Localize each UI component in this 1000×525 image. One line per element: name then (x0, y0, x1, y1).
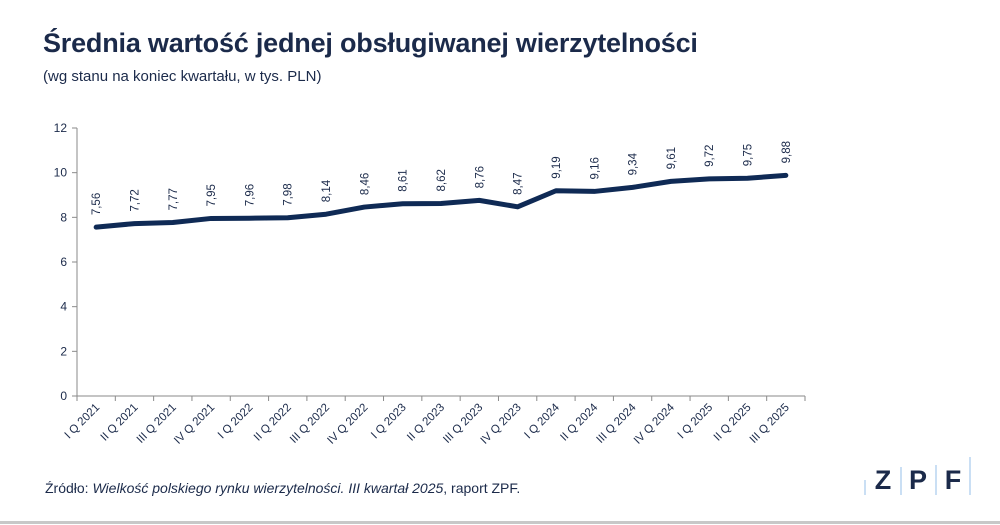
data-label: 8,76 (474, 166, 486, 188)
x-tick-label: I Q 2023 (369, 402, 409, 442)
svg-text:Z: Z (875, 465, 892, 495)
data-label: 8,14 (321, 179, 333, 202)
data-label: 9,88 (781, 141, 793, 163)
source-note: Źródło: Wielkość polskiego rynku wierzyt… (45, 480, 520, 496)
data-label: 9,61 (666, 147, 678, 169)
y-tick-label: 2 (60, 344, 67, 358)
data-label: 7,72 (129, 189, 141, 211)
zpf-logo: Z P F (864, 457, 971, 495)
x-tick-label: I Q 2022 (216, 402, 256, 442)
data-label: 9,16 (589, 157, 601, 179)
x-tick-label: IV Q 2023 (479, 402, 524, 447)
data-label: 7,77 (168, 188, 180, 210)
y-tick-label: 10 (54, 166, 68, 180)
y-tick-label: 0 (60, 389, 67, 403)
data-label: 8,62 (436, 169, 448, 191)
data-label: 9,75 (743, 144, 755, 166)
x-tick-label: III Q 2025 (748, 402, 792, 446)
y-tick-label: 4 (60, 300, 67, 314)
source-suffix: , raport ZPF. (443, 480, 521, 496)
data-label: 9,19 (551, 156, 563, 178)
x-tick-label: I Q 2025 (676, 402, 716, 442)
y-tick-label: 8 (60, 210, 67, 224)
svg-text:F: F (945, 465, 962, 495)
data-label: 8,47 (513, 172, 525, 194)
data-label: 7,98 (283, 183, 295, 205)
data-label: 7,96 (244, 184, 256, 206)
x-tick-label: IV Q 2022 (325, 402, 370, 447)
data-label: 7,56 (91, 193, 103, 215)
data-label: 9,34 (628, 152, 640, 175)
bottom-divider (0, 521, 1000, 524)
data-label: 9,72 (704, 145, 716, 167)
data-label: 7,95 (206, 184, 218, 206)
data-label: 8,46 (359, 173, 371, 195)
y-tick-label: 6 (60, 255, 67, 269)
y-tick-label: 12 (54, 121, 68, 135)
svg-text:P: P (909, 465, 927, 495)
source-title: Wielkość polskiego rynku wierzytelności.… (92, 480, 444, 496)
chart-title: Średnia wartość jednej obsługiwanej wier… (43, 28, 698, 58)
data-label: 8,61 (398, 169, 410, 191)
x-tick-label: IV Q 2024 (632, 401, 678, 447)
x-tick-label: I Q 2021 (63, 402, 103, 442)
x-tick-label: I Q 2024 (522, 401, 562, 441)
x-tick-label: IV Q 2021 (172, 402, 217, 447)
chart-subtitle: (wg stanu na koniec kwartału, w tys. PLN… (43, 68, 322, 85)
source-prefix: Źródło: (45, 480, 93, 496)
